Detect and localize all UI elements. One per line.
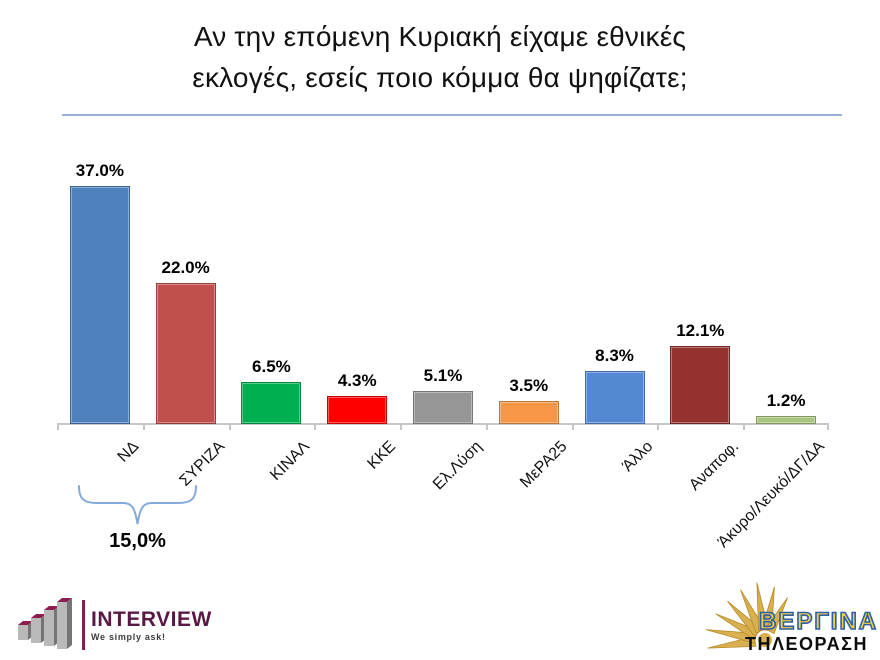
title-divider: [62, 114, 842, 116]
x-axis-label: ΝΔ: [114, 438, 142, 466]
axis-tick: [142, 424, 145, 430]
bar-Ελ.Λύση: [413, 391, 473, 424]
vergina-logo-subtitle: ΤΗΛΕΟΡΑΣΗ: [745, 634, 868, 654]
chart-title-line2: εκλογές, εσείς ποιο κόμμα θα ψηφίζατε;: [192, 62, 688, 93]
bar-chart-plot-area: 37.0% 22.0% 6.5% 4.3% 5.1% 3.5% 8.3% 12.1% 1.2%: [57, 150, 829, 430]
chart-title: Αν την επόμενη Κυριακή είχαμε εθνικές εκ…: [0, 16, 880, 98]
interview-logo-tagline: We simply ask!: [91, 631, 166, 642]
interview-logo-name: INTERVIEW: [91, 607, 212, 631]
vergina-logo-name: ΒΕΡΓΙΝΑ: [758, 607, 879, 636]
bar-value-label: 6.5%: [252, 357, 291, 376]
x-axis-label: ΚΚΕ: [364, 438, 400, 473]
axis-tick: [657, 424, 660, 430]
bar-ΚΚΕ: [327, 396, 388, 424]
bar-Άκυρο/Λευκό/ΔΓ/ΔΑ: [756, 416, 817, 424]
vergina-sun-icon: [705, 582, 788, 649]
bar-value-label: 4.3%: [337, 371, 377, 390]
axis-tick: [485, 424, 488, 430]
bar-Άλλο: [584, 371, 645, 424]
bar-ΝΔ: [69, 186, 130, 424]
axis-tick: [314, 424, 317, 430]
interview-bars-icon: [18, 598, 72, 649]
bar-value-label: 5.1%: [423, 366, 463, 385]
bar-Αναποφ.: [670, 346, 731, 424]
axis-tick: [827, 424, 829, 430]
brace-annotation-icon: [78, 485, 197, 525]
x-axis-label: ΚΙΝΑΛ: [267, 438, 314, 484]
axis-tick: [743, 424, 746, 430]
bar-value-label: 37.0%: [75, 161, 124, 180]
x-axis-label: ΣΥΡΙΖΑ: [175, 438, 228, 490]
vergina-logo: ΒΕΡΓΙΝΑ ΤΗΛΕΟΡΑΣΗ: [695, 570, 880, 660]
interview-logo-divider: [82, 600, 85, 650]
bar-value-label: 22.0%: [161, 258, 210, 277]
axis-tick: [400, 424, 403, 430]
bar-ΚΙΝΑΛ: [241, 382, 302, 424]
x-axis-line: [57, 423, 829, 425]
bar-value-label: 3.5%: [509, 376, 549, 395]
axis-tick: [571, 424, 574, 430]
x-axis-label: Άλλο: [619, 438, 657, 476]
x-axis-label: Αναποφ.: [686, 438, 743, 494]
axis-tick: [228, 424, 231, 430]
bar-value-label: 1.2%: [766, 391, 806, 410]
bar-ΣΥΡΙΖΑ: [155, 283, 216, 424]
brace-value-label: 15,0%: [109, 530, 166, 552]
interview-logo: INTERVIEW We simply ask!: [16, 596, 246, 654]
axis-tick: [57, 424, 59, 430]
bar-value-label: 12.1%: [676, 321, 725, 340]
bar-ΜεΡΑ25: [498, 401, 559, 424]
bar-value-label: 8.3%: [595, 346, 634, 365]
x-axis-label: Ελ.Λύση: [429, 438, 486, 494]
x-axis-label: ΜεΡΑ25: [517, 438, 571, 492]
chart-title-line1: Αν την επόμενη Κυριακή είχαμε εθνικές: [193, 21, 687, 52]
